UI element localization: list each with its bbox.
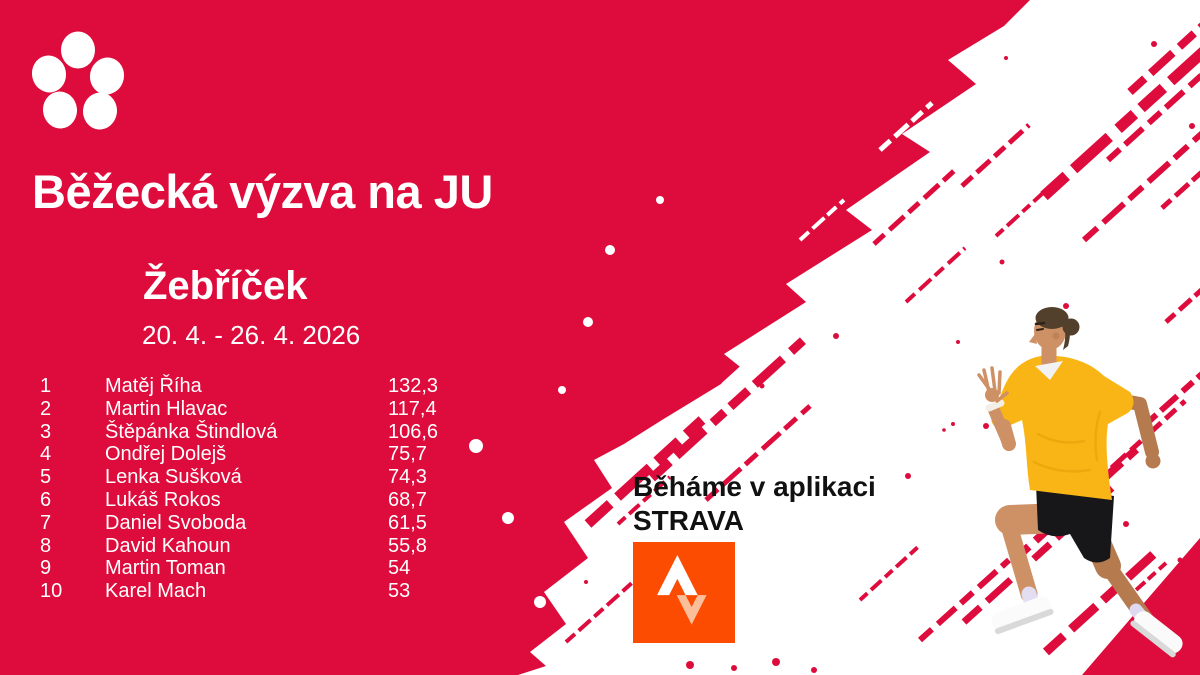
- ju-logo-icon: [31, 31, 125, 130]
- value-cell: 117,4: [388, 397, 437, 420]
- value-cell: 74,3: [388, 466, 427, 489]
- strava-caption: Běháme v aplikaci STRAVA: [633, 470, 876, 538]
- value-cell: 68,7: [388, 488, 427, 511]
- rank-cell: 4: [40, 443, 52, 466]
- strava-caption-line2: STRAVA: [633, 505, 744, 536]
- leaderboard-row: 9 Martin Toman 54: [40, 557, 500, 580]
- value-cell: 53: [388, 580, 411, 603]
- leaderboard-row: 8 David Kahoun 55,8: [40, 535, 500, 558]
- leaderboard-row: 1 Matěj Říha 132,3: [40, 375, 500, 398]
- leaderboard: 1 Matěj Říha 132,3 2 Martin Hlavac 117,4…: [40, 375, 500, 603]
- white-brush-blobs: [469, 196, 664, 608]
- name-cell: Daniel Svoboda: [105, 511, 247, 534]
- leaderboard-row: 10 Karel Mach 53: [40, 580, 500, 603]
- value-cell: 132,3: [388, 375, 439, 397]
- name-cell: Lukáš Rokos: [105, 488, 221, 511]
- red-brush-streaks: [527, 22, 1200, 656]
- rank-cell: 3: [40, 420, 52, 443]
- leaderboard-row: 5 Lenka Sušková 74,3: [40, 466, 500, 489]
- leaderboard-row: 2 Martin Hlavac 117,4: [40, 398, 500, 421]
- leaderboard-row: 6 Lukáš Rokos 68,7: [40, 489, 500, 512]
- leaderboard-heading: Žebříček: [143, 264, 308, 308]
- date-range: 20. 4. - 26. 4. 2026: [142, 320, 361, 350]
- value-cell: 54: [388, 557, 411, 580]
- value-cell: 55,8: [388, 534, 427, 557]
- rank-cell: 10: [40, 580, 63, 603]
- rank-cell: 6: [40, 488, 52, 511]
- name-cell: Karel Mach: [105, 580, 207, 603]
- value-cell: 106,6: [388, 420, 439, 443]
- leaderboard-row: 3 Štěpánka Štindlová 106,6: [40, 421, 500, 444]
- rank-cell: 8: [40, 534, 52, 557]
- brush-stroke-red-mass: [0, 0, 1030, 675]
- name-cell: Ondřej Dolejš: [105, 443, 227, 466]
- page-title: Běžecká výzva na JU: [32, 165, 493, 218]
- red-brush-dots: [584, 41, 1195, 673]
- rank-cell: 1: [40, 375, 52, 397]
- name-cell: Lenka Sušková: [105, 466, 242, 489]
- back-shoe: [1130, 611, 1183, 658]
- rank-cell: 5: [40, 466, 52, 489]
- name-cell: Martin Toman: [105, 557, 226, 580]
- name-cell: Martin Hlavac: [105, 397, 228, 420]
- rank-cell: 7: [40, 511, 52, 534]
- name-cell: Matěj Říha: [105, 375, 202, 397]
- leaderboard-row: 4 Ondřej Dolejš 75,7: [40, 443, 500, 466]
- value-cell: 61,5: [388, 511, 427, 534]
- value-cell: 75,7: [388, 443, 427, 466]
- strava-caption-line1: Běháme v aplikaci: [633, 471, 876, 502]
- runner-image: [977, 307, 1183, 658]
- rank-cell: 2: [40, 397, 52, 420]
- strava-logo-icon: [633, 542, 735, 643]
- name-cell: Štěpánka Štindlová: [105, 420, 278, 443]
- front-shoe: [991, 596, 1054, 635]
- rank-cell: 9: [40, 557, 52, 580]
- name-cell: David Kahoun: [105, 534, 231, 557]
- leaderboard-row: 7 Daniel Svoboda 61,5: [40, 512, 500, 535]
